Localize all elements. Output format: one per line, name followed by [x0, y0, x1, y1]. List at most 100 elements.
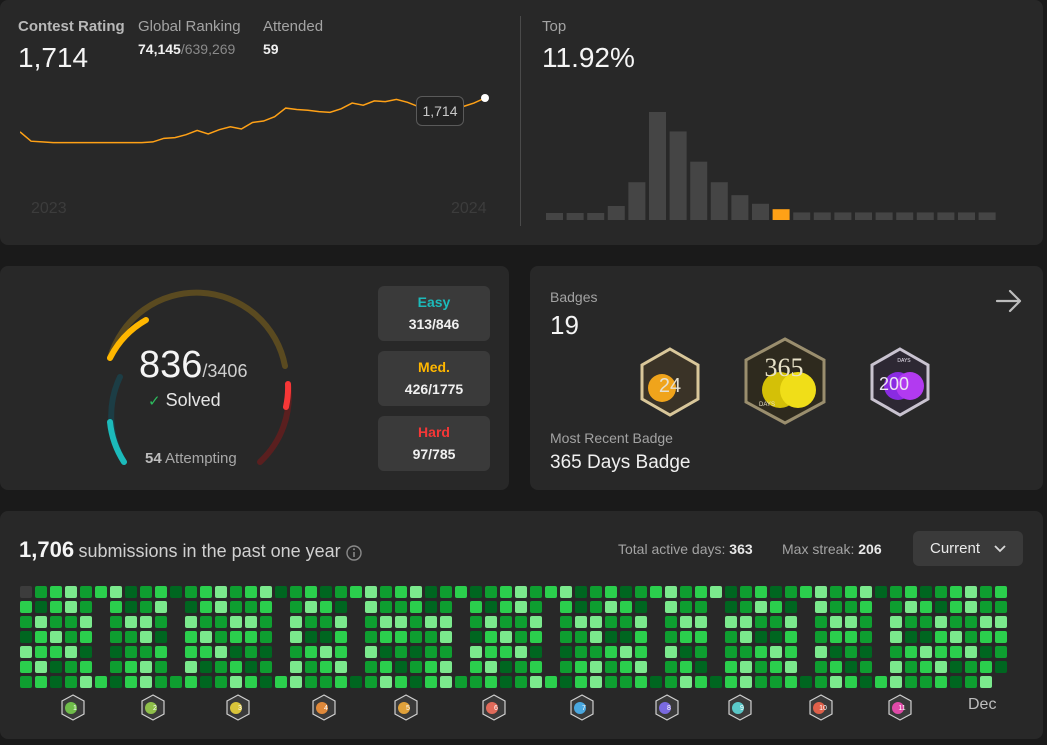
heatmap-cell	[290, 586, 302, 598]
heatmap-cell	[770, 631, 782, 643]
heatmap-cell	[815, 601, 827, 613]
heatmap-cell	[365, 676, 377, 688]
histogram-bar	[607, 205, 625, 220]
heatmap-cell	[950, 646, 962, 658]
heatmap-cell	[335, 646, 347, 658]
heatmap-cell	[155, 631, 167, 643]
rating-history-chart[interactable]	[20, 90, 500, 190]
heatmap-cell	[755, 676, 767, 688]
heatmap-cell	[545, 586, 557, 598]
heatmap-cell	[590, 661, 602, 673]
heatmap-cell	[665, 646, 677, 658]
heatmap-cell	[35, 601, 47, 613]
chevron-down-icon	[994, 544, 1006, 552]
heatmap-cell	[650, 586, 662, 598]
heatmap-cell	[305, 601, 317, 613]
heatmap-cell	[470, 586, 482, 598]
solved-label: ✓ Solved	[148, 390, 221, 410]
total-active-days: Total active days: 363	[618, 541, 753, 557]
heatmap-cell	[365, 646, 377, 658]
contest-rating-card: Contest Rating 1,714 Global Ranking 74,1…	[0, 0, 1043, 245]
heatmap-cell	[155, 601, 167, 613]
heatmap-cell	[770, 601, 782, 613]
heatmap-cell	[155, 661, 167, 673]
heatmap-cell	[215, 646, 227, 658]
heatmap-cell	[530, 586, 542, 598]
heatmap-cell	[725, 661, 737, 673]
heatmap-cell	[560, 586, 572, 598]
heatmap-cell	[815, 646, 827, 658]
month-badge-icon: 5	[394, 694, 418, 721]
contest-rating-label: Contest Rating	[18, 18, 125, 35]
annual-2024-badge-icon[interactable]: 24	[638, 346, 702, 418]
year-filter-dropdown[interactable]: Current	[913, 531, 1023, 566]
heatmap-cell	[440, 616, 452, 628]
365-days-badge-icon[interactable]: 365 DAYS	[742, 336, 828, 426]
heatmap-cell	[620, 616, 632, 628]
heatmap-cell	[320, 586, 332, 598]
solved-progress-ring	[107, 289, 292, 465]
submission-heatmap[interactable]	[20, 586, 1025, 690]
heatmap-cell	[200, 646, 212, 658]
heatmap-cell	[560, 661, 572, 673]
heatmap-cell	[35, 616, 47, 628]
arrow-right-icon[interactable]	[995, 289, 1023, 313]
heatmap-cell	[305, 631, 317, 643]
heatmap-cell	[620, 646, 632, 658]
heatmap-cell	[725, 601, 737, 613]
heatmap-cell	[380, 646, 392, 658]
medium-stat-box[interactable]: Med. 426/1775	[378, 351, 490, 406]
heatmap-cell	[890, 646, 902, 658]
hard-progress-arc	[283, 381, 292, 410]
heatmap-cell	[140, 586, 152, 598]
month-badge-icon: 3	[226, 694, 250, 721]
200-days-badge-icon[interactable]: 200 DAYS	[868, 346, 932, 418]
heatmap-cell	[140, 631, 152, 643]
heatmap-cell	[635, 601, 647, 613]
rating-distribution-histogram[interactable]	[544, 100, 1020, 222]
heatmap-cell	[95, 676, 107, 688]
heatmap-cell	[230, 646, 242, 658]
heatmap-cell	[440, 631, 452, 643]
heatmap-cell	[440, 586, 452, 598]
heatmap-cell	[845, 601, 857, 613]
heatmap-cell	[980, 601, 992, 613]
heatmap-cell	[305, 676, 317, 688]
heatmap-cell	[470, 646, 482, 658]
heatmap-cell	[110, 661, 122, 673]
heatmap-cell	[575, 661, 587, 673]
heatmap-cell	[485, 646, 497, 658]
heatmap-cell	[305, 661, 317, 673]
monthly-badges-row: 1 2 3 4 5 6 7 8 9 10 11	[61, 694, 912, 721]
heatmap-cell	[665, 631, 677, 643]
heatmap-cell	[935, 616, 947, 628]
heatmap-cell	[380, 616, 392, 628]
easy-progress-arc	[107, 419, 127, 465]
heatmap-cell	[410, 586, 422, 598]
month-badge-icon: 10	[809, 694, 833, 721]
heatmap-cell	[65, 616, 77, 628]
heatmap-cell	[920, 646, 932, 658]
easy-stat-box[interactable]: Easy 313/846	[378, 286, 490, 341]
heatmap-cell	[620, 676, 632, 688]
heatmap-cell	[875, 676, 887, 688]
heatmap-cell	[905, 631, 917, 643]
heatmap-cell	[575, 616, 587, 628]
easy-value: 313/846	[408, 316, 460, 332]
heatmap-cell	[860, 631, 872, 643]
histogram-bar	[875, 212, 893, 220]
heatmap-cell	[335, 676, 347, 688]
heatmap-cell	[485, 586, 497, 598]
heatmap-cell	[125, 601, 137, 613]
heatmap-cell	[185, 676, 197, 688]
heatmap-cell	[215, 661, 227, 673]
total-problems: /3406	[202, 361, 248, 381]
heatmap-cell	[365, 586, 377, 598]
heatmap-cell	[845, 586, 857, 598]
info-icon[interactable]	[345, 544, 363, 562]
heatmap-cell	[140, 601, 152, 613]
heatmap-cell	[185, 646, 197, 658]
heatmap-cell	[815, 631, 827, 643]
hard-stat-box[interactable]: Hard 97/785	[378, 416, 490, 471]
heatmap-cell	[680, 601, 692, 613]
